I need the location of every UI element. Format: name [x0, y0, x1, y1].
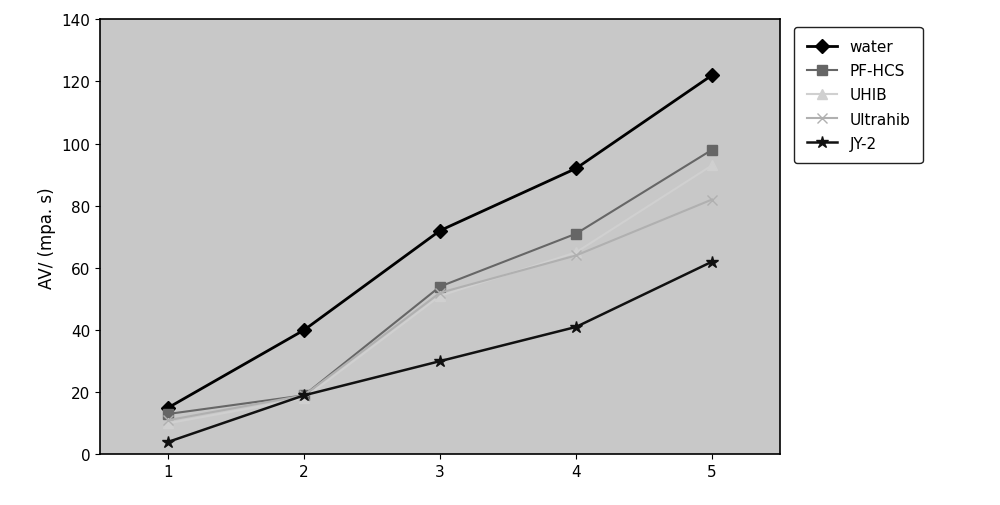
Line: JY-2: JY-2: [162, 256, 718, 448]
water: [706, 73, 718, 79]
UHIB: [706, 163, 718, 169]
UHIB: [162, 421, 174, 427]
water: [298, 327, 310, 333]
Line: Ultrahib: Ultrahib: [163, 195, 717, 425]
UHIB: [298, 395, 310, 401]
PF-HCS: [298, 392, 310, 398]
water: [434, 228, 446, 234]
JY-2: [706, 259, 718, 265]
Line: UHIB: UHIB: [163, 161, 717, 428]
water: [570, 166, 582, 172]
Ultrahib: [298, 392, 310, 398]
water: [162, 405, 174, 411]
UHIB: [570, 250, 582, 256]
JY-2: [434, 359, 446, 365]
Ultrahib: [434, 290, 446, 296]
Line: PF-HCS: PF-HCS: [163, 145, 717, 419]
PF-HCS: [706, 147, 718, 154]
UHIB: [434, 293, 446, 299]
JY-2: [570, 324, 582, 330]
PF-HCS: [570, 231, 582, 237]
JY-2: [298, 392, 310, 398]
Ultrahib: [162, 417, 174, 423]
Ultrahib: [570, 253, 582, 259]
Ultrahib: [706, 197, 718, 203]
Y-axis label: AV/ (mpa. s): AV/ (mpa. s): [38, 187, 56, 288]
JY-2: [162, 439, 174, 445]
PF-HCS: [434, 284, 446, 290]
Line: water: water: [163, 71, 717, 413]
Legend: water, PF-HCS, UHIB, Ultrahib, JY-2: water, PF-HCS, UHIB, Ultrahib, JY-2: [794, 28, 923, 164]
PF-HCS: [162, 411, 174, 417]
